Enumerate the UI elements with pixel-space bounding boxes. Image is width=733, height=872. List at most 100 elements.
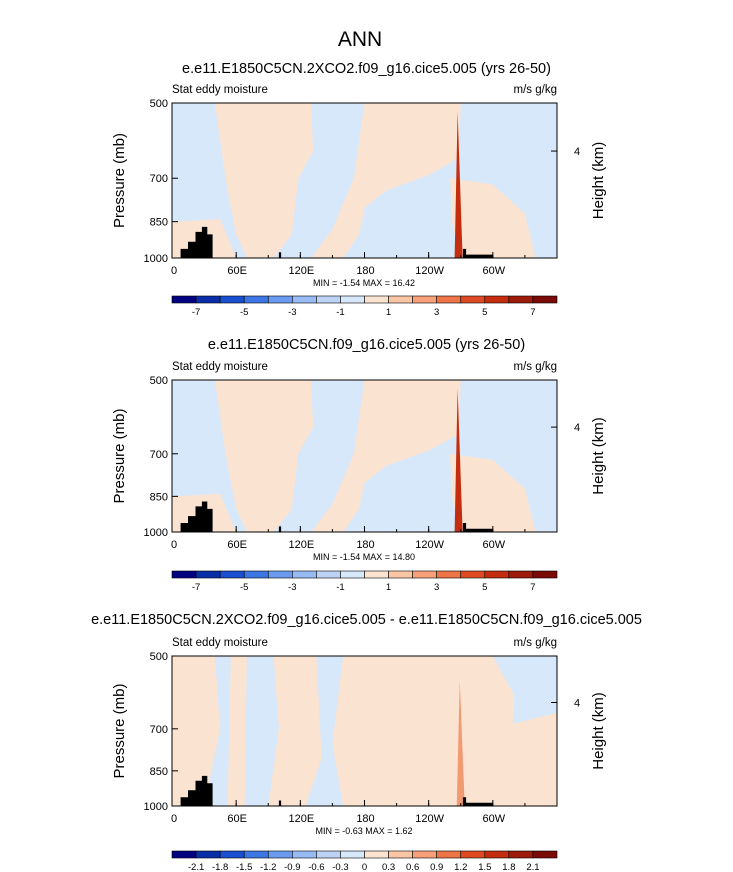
colorbar-label: -2.1: [188, 862, 204, 872]
colorbar-label: 1.8: [502, 862, 515, 872]
colorbar-swatch: [508, 295, 534, 304]
x-tick-label: 0: [171, 813, 177, 825]
moisture-peak: [454, 388, 463, 532]
colorbar-label: 3: [434, 582, 439, 593]
colorbar-label: 2.1: [526, 862, 539, 872]
colorbar-swatch: [364, 295, 389, 304]
panel-right-label: m/s g/kg: [514, 84, 557, 96]
terrain-mask: [462, 523, 493, 532]
colorbar-label: -5: [240, 307, 248, 318]
x-tick-label: 60E: [227, 265, 247, 277]
panel-left-label: Stat eddy moisture: [172, 637, 268, 649]
colorbar-swatch: [292, 295, 317, 304]
colorbar-swatch: [412, 295, 437, 304]
x-tick-label: 60W: [483, 539, 506, 551]
colorbar-swatch: [219, 850, 245, 859]
colorbar-label: -5: [240, 582, 248, 593]
right-tick-label: 4: [574, 422, 580, 434]
terrain-mask: [462, 797, 493, 806]
colorbar-label: 0: [362, 862, 367, 872]
colorbar-label: -3: [288, 307, 296, 318]
contour-field: [172, 656, 557, 806]
terrain-mask: [462, 248, 493, 258]
moisture-peak: [456, 680, 465, 806]
colorbar-label: -7: [192, 307, 200, 318]
panel-title: e.e11.E1850C5CN.2XCO2.f09_g16.cice5.005 …: [91, 612, 642, 628]
colorbar-label: 7: [530, 582, 535, 593]
y-tick-label: 850: [150, 766, 168, 778]
right-tick-label: 4: [574, 146, 580, 158]
panel-title: e.e11.E1850C5CN.f09_g16.cice5.005 (yrs 2…: [208, 337, 525, 353]
panel-left-label: Stat eddy moisture: [172, 361, 268, 373]
x-tick-label: 180: [356, 265, 374, 277]
panel-right-label: m/s g/kg: [514, 637, 557, 649]
y-tick-label: 500: [150, 98, 168, 110]
colorbar-swatch: [219, 295, 245, 304]
colorbar-label: -0.6: [308, 862, 324, 872]
colorbar-swatch: [388, 850, 413, 859]
x-tick-label: 60W: [483, 813, 506, 825]
terrain-mask: [278, 526, 282, 532]
colorbar-swatch: [316, 850, 341, 859]
colorbar-swatch: [243, 850, 269, 859]
colorbar-swatch: [171, 295, 197, 304]
colorbar-swatch: [460, 570, 486, 579]
stats-label: MIN = -1.54 MAX = 16.42: [313, 278, 415, 288]
colorbar-swatch: [195, 295, 221, 304]
colorbar-swatch: [316, 295, 341, 304]
colorbar: -7 -5 -3 -1 1 3 5 7: [171, 570, 558, 593]
colorbar-swatch: [364, 570, 389, 579]
positive-region: [450, 178, 536, 258]
contour-field: [172, 380, 557, 532]
colorbar-label: 5: [482, 307, 487, 318]
colorbar-label: -1.8: [212, 862, 228, 872]
y-tick-label: 850: [150, 217, 168, 229]
stats-label: MIN = -1.54 MAX = 14.80: [313, 552, 415, 562]
x-tick-label: 0: [171, 539, 177, 551]
colorbar-swatch: [171, 850, 197, 859]
figure-title: ANN: [338, 28, 382, 51]
y-tick-label: 700: [150, 724, 168, 736]
colorbar-swatch: [532, 850, 558, 859]
colorbar-swatch: [532, 295, 558, 304]
y-tick-label: 700: [150, 173, 168, 185]
colorbar-swatch: [340, 850, 365, 859]
colorbar-swatch: [412, 850, 437, 859]
colorbar-swatch: [364, 850, 389, 859]
colorbar-label: 3: [434, 307, 439, 318]
colorbar-swatch: [219, 570, 245, 579]
stats-label: MIN = -0.63 MAX = 1.62: [315, 826, 412, 836]
colorbar-label: -7: [192, 582, 200, 593]
colorbar-swatch: [388, 570, 413, 579]
colorbar-label: 1.2: [454, 862, 467, 872]
chart-panel-2: e.e11.E1850C5CN.f09_g16.cice5.005 (yrs 2…: [111, 337, 607, 593]
y-axis-title-right: Height (km): [590, 417, 607, 495]
panel-right-label: m/s g/kg: [514, 361, 557, 373]
colorbar-swatch: [484, 295, 510, 304]
colorbar-swatch: [267, 295, 293, 304]
positive-region: [227, 656, 247, 806]
y-tick-label: 1000: [144, 801, 168, 813]
x-tick-label: 60W: [483, 265, 506, 277]
positive-region: [450, 453, 536, 532]
y-tick-label: 500: [150, 375, 168, 387]
colorbar-label: -1: [336, 307, 344, 318]
y-tick-label: 1000: [144, 253, 168, 265]
y-axis-title: Pressure (mb): [111, 133, 128, 228]
panel-title: e.e11.E1850C5CN.2XCO2.f09_g16.cice5.005 …: [182, 61, 551, 77]
colorbar-label: 0.3: [382, 862, 395, 872]
colorbar-swatch: [460, 295, 486, 304]
y-axis-title: Pressure (mb): [111, 408, 128, 503]
x-tick-label: 60E: [227, 813, 247, 825]
colorbar-swatch: [436, 850, 462, 859]
colorbar-label: -1.5: [236, 862, 252, 872]
colorbar-label: 1: [386, 582, 391, 593]
colorbar-swatch: [436, 570, 462, 579]
positive-region: [311, 103, 461, 258]
colorbar-swatch: [267, 850, 293, 859]
y-axis-title-right: Height (km): [590, 692, 607, 770]
colorbar-swatch: [508, 850, 534, 859]
colorbar-swatch: [292, 570, 317, 579]
colorbar-swatch: [195, 570, 221, 579]
